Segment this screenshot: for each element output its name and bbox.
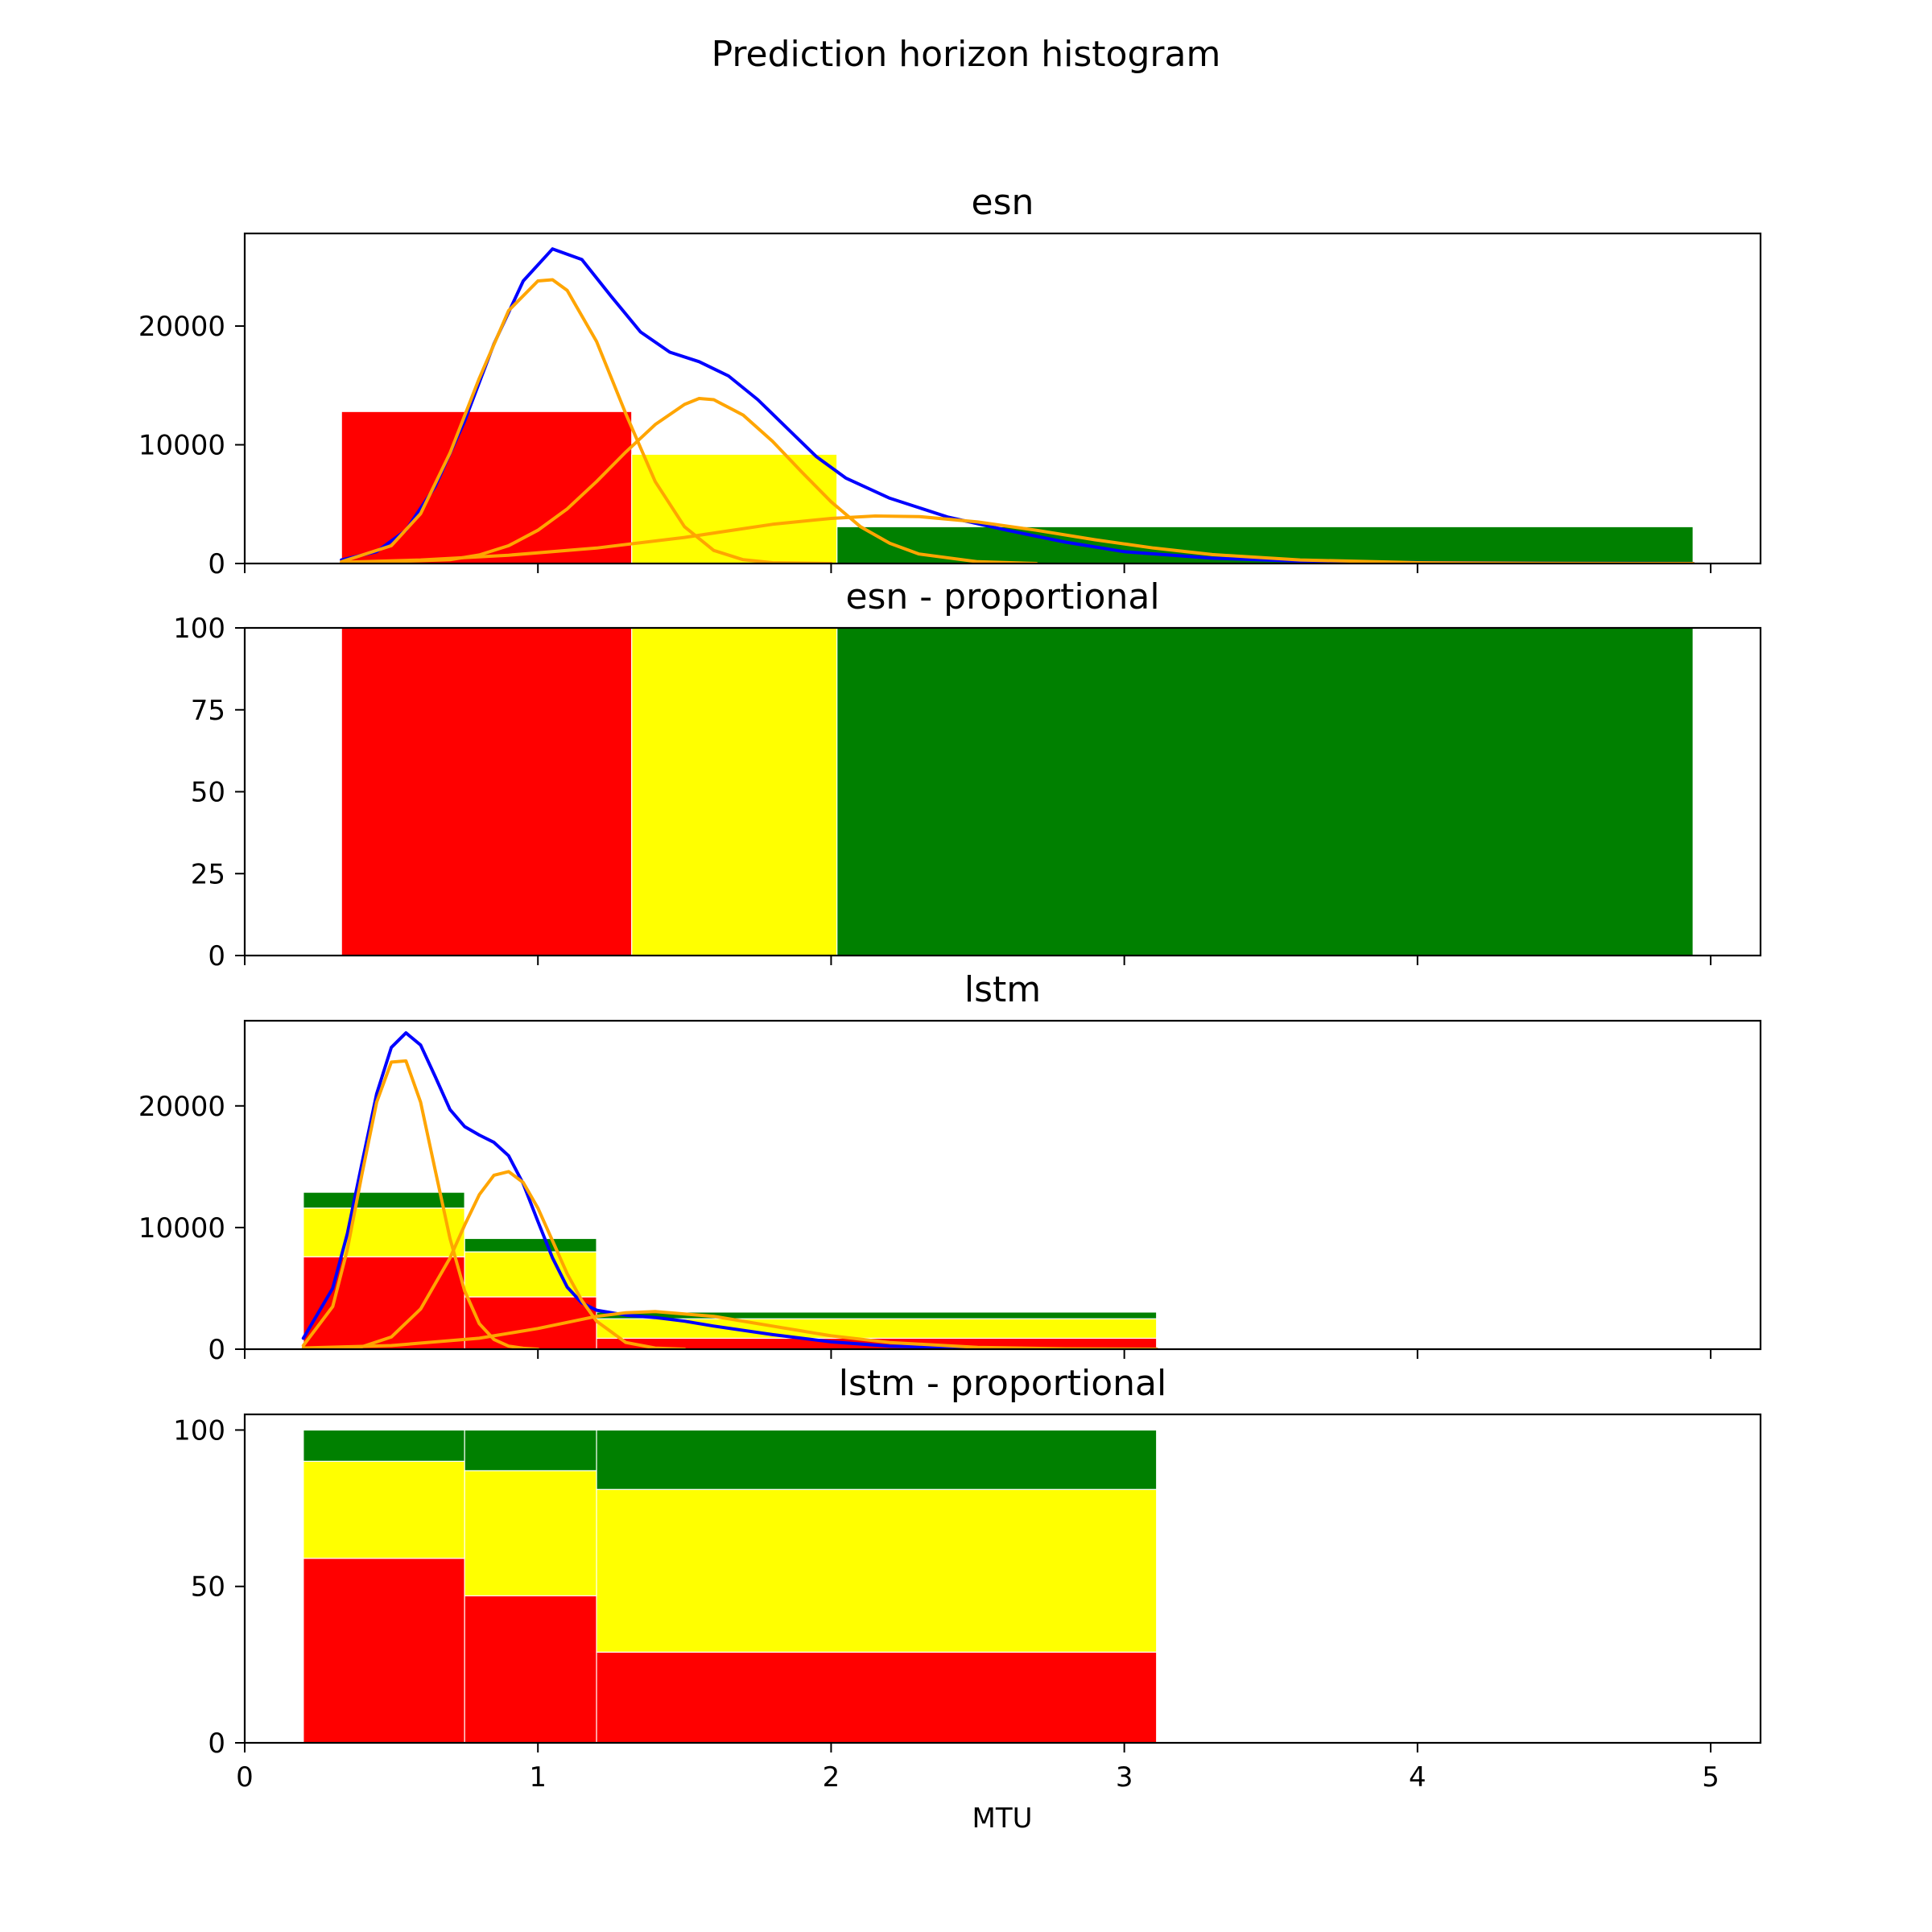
density-curve-component-1 bbox=[301, 1059, 540, 1349]
subplot-4: 0 50 100 0 1 2 3 4 5 lstm - proportional bbox=[173, 1363, 1762, 1794]
x-tick-label: 0 bbox=[236, 1761, 254, 1794]
bar-bin3-yellow bbox=[596, 1488, 1158, 1653]
density-curve-component-2 bbox=[301, 1170, 687, 1349]
axes-frame bbox=[243, 1413, 1762, 1744]
y-tick-label: 0 bbox=[208, 548, 225, 580]
x-tick-label: 2 bbox=[823, 1761, 840, 1794]
bar-bin1-yellow bbox=[303, 1460, 465, 1559]
axes-frame bbox=[243, 232, 1762, 565]
y-tick-label: 50 bbox=[191, 1571, 225, 1604]
y-tick-label: 0 bbox=[208, 1334, 225, 1366]
bar-bin2-red bbox=[464, 1296, 597, 1349]
bar-bin2-yellow bbox=[631, 628, 838, 956]
subplot-2: 0 25 50 75 100 esn - proportional bbox=[173, 576, 1762, 972]
density-curve-component-3 bbox=[301, 1310, 1158, 1349]
bar-bin2-yellow bbox=[631, 453, 838, 564]
plot-marks bbox=[301, 1031, 1158, 1349]
y-tick-label: 0 bbox=[208, 1728, 225, 1760]
x-tick-label: 4 bbox=[1409, 1761, 1426, 1794]
subplot-1: 0 10000 20000 esn bbox=[138, 182, 1762, 580]
bar-bin2-yellow bbox=[464, 1251, 597, 1298]
plot-marks bbox=[341, 628, 1694, 956]
y-tick-label: 20000 bbox=[138, 311, 225, 343]
x-tick-label: 3 bbox=[1116, 1761, 1133, 1794]
bar-bin1-red bbox=[303, 1558, 465, 1743]
axes-frame bbox=[243, 1019, 1762, 1351]
figure-title: Prediction horizon histogram bbox=[712, 34, 1221, 75]
bar-bin3-green bbox=[836, 628, 1694, 956]
plot-marks bbox=[303, 1429, 1158, 1743]
density-curve-component-2 bbox=[340, 397, 1038, 564]
bar-bin2-green bbox=[464, 1237, 597, 1253]
y-tick-label: 100 bbox=[173, 613, 225, 645]
bar-bin2-red bbox=[464, 1595, 597, 1743]
y-tick-label: 50 bbox=[191, 777, 225, 809]
x-tick-label: 1 bbox=[529, 1761, 547, 1794]
x-axis-label: MTU bbox=[972, 1802, 1033, 1835]
bar-bin1-red bbox=[341, 628, 633, 956]
bar-bin1-yellow bbox=[303, 1208, 465, 1257]
density-curve-component-1 bbox=[340, 278, 833, 564]
bar-bin1-red bbox=[303, 1256, 465, 1349]
bar-bin1-green bbox=[303, 1191, 465, 1209]
x-tick-label: 5 bbox=[1702, 1761, 1719, 1794]
subplot-title: lstm - proportional bbox=[839, 1363, 1167, 1404]
y-tick-label: 25 bbox=[191, 858, 225, 890]
subplot-3: 0 10000 20000 lstm bbox=[138, 969, 1762, 1366]
bar-bin2-green bbox=[464, 1429, 597, 1472]
y-tick-label: 0 bbox=[208, 940, 225, 972]
subplot-title: lstm bbox=[964, 969, 1041, 1010]
bar-bin1-green bbox=[303, 1429, 465, 1462]
subplot-title: esn - proportional bbox=[845, 576, 1159, 617]
plot-marks bbox=[340, 247, 1695, 564]
subplot-title: esn bbox=[972, 182, 1034, 223]
y-tick-label: 100 bbox=[173, 1414, 225, 1447]
y-tick-label: 10000 bbox=[138, 1212, 225, 1245]
bar-bin1-red bbox=[341, 411, 633, 564]
y-tick-label: 20000 bbox=[138, 1091, 225, 1123]
y-tick-label: 10000 bbox=[138, 430, 225, 462]
density-curve-component-3 bbox=[340, 514, 1695, 564]
density-curve-total bbox=[301, 1031, 1158, 1349]
bar-bin2-yellow bbox=[464, 1470, 597, 1596]
bar-bin3-red bbox=[596, 1651, 1158, 1743]
bar-bin3-green bbox=[596, 1429, 1158, 1490]
y-tick-label: 75 bbox=[191, 695, 225, 727]
